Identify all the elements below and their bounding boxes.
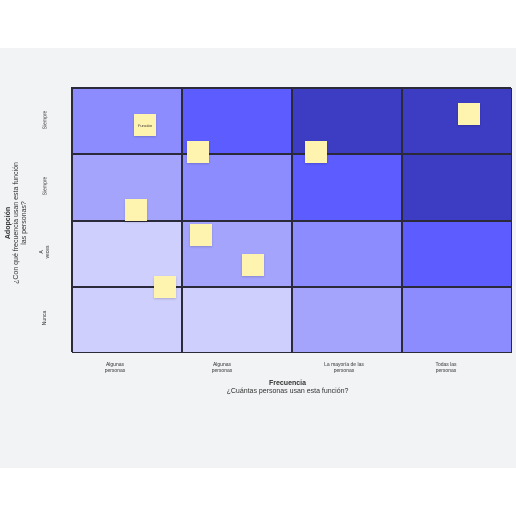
column-label-2: La mayoría de las personas bbox=[324, 362, 364, 374]
y-axis-title: Adopción ¿Con qué frecuencia usan esta f… bbox=[5, 158, 35, 288]
sticky-note[interactable] bbox=[242, 254, 264, 276]
y-axis-subtitle: ¿Con qué frecuencia usan esta función la… bbox=[13, 162, 28, 284]
column-label-0: Algunas personas bbox=[104, 362, 126, 374]
sticky-note[interactable] bbox=[458, 103, 480, 125]
sticky-note[interactable] bbox=[154, 276, 176, 298]
cell-r1-c2 bbox=[292, 154, 402, 221]
cell-r0-c0 bbox=[72, 88, 182, 155]
cell-r2-c0 bbox=[72, 220, 182, 287]
sticky-note[interactable]: Función bbox=[134, 114, 156, 136]
cell-r3-c2 bbox=[292, 286, 402, 353]
x-axis-title: Frecuencia ¿Cuántas personas usan esta f… bbox=[225, 380, 350, 396]
column-label-1: Algunas personas bbox=[211, 362, 233, 374]
y-axis-title-text: Adopción bbox=[5, 206, 12, 240]
sticky-note[interactable] bbox=[187, 141, 209, 163]
x-axis-title-text: Frecuencia bbox=[269, 380, 306, 387]
cell-r0-c3 bbox=[402, 88, 512, 155]
cell-r3-c3 bbox=[402, 286, 512, 353]
cell-r2-c3 bbox=[402, 220, 512, 287]
cell-r1-c1 bbox=[182, 154, 292, 221]
sticky-note[interactable] bbox=[125, 199, 147, 221]
column-label-3: Todas las personas bbox=[435, 362, 457, 374]
cell-r2-c2 bbox=[292, 220, 402, 287]
sticky-note[interactable] bbox=[190, 224, 212, 246]
row-label-0: Siempre bbox=[42, 110, 48, 130]
row-label-3: Nunca bbox=[41, 310, 48, 326]
x-axis-subtitle: ¿Cuántas personas usan esta función? bbox=[226, 388, 349, 395]
cell-r1-c3 bbox=[402, 154, 512, 221]
cell-r3-c1 bbox=[182, 286, 292, 353]
sticky-note[interactable] bbox=[305, 141, 327, 163]
